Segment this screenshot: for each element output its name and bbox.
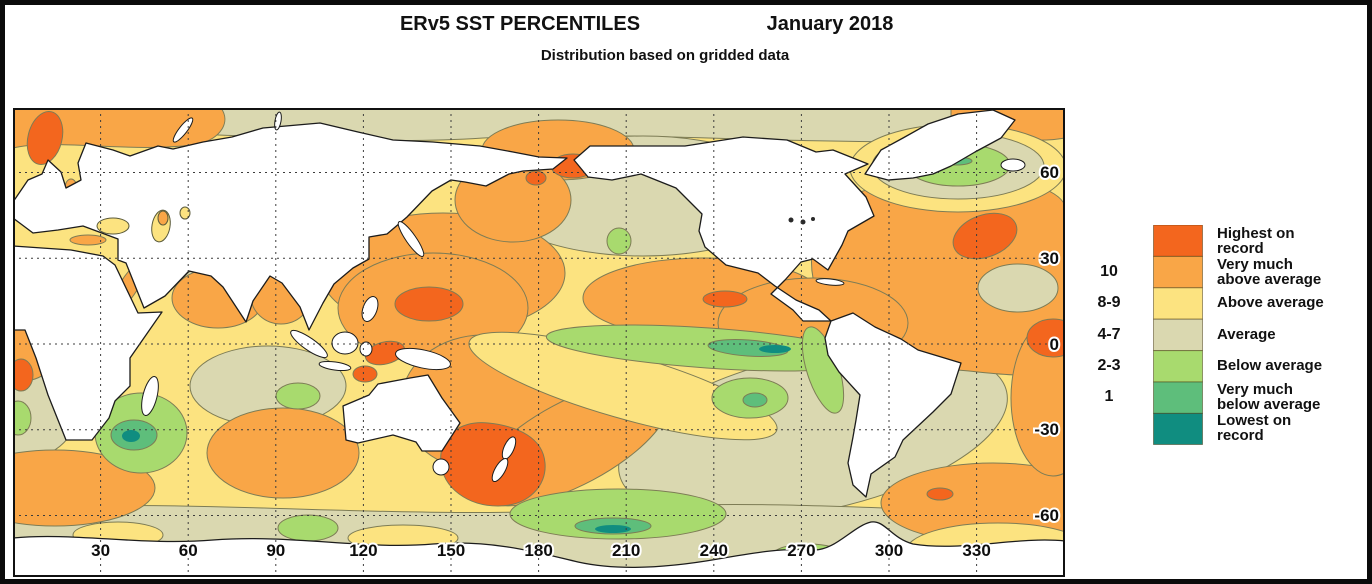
legend-label-very-much-below: Very much below average — [1217, 381, 1321, 413]
world-map-panel: 30 60 90 120 150 180 210 240 270 300 330… — [13, 108, 1065, 577]
africa — [13, 245, 163, 441]
lon-tick: 300 — [875, 541, 903, 560]
date-label: January 2018 — [766, 13, 894, 35]
great-lakes — [788, 217, 794, 223]
swatch-highest-on-record — [1153, 225, 1203, 257]
legend-swatches — [1153, 225, 1203, 445]
caspian-north — [157, 210, 169, 226]
legend-label-average: Average — [1217, 326, 1276, 343]
antarctic-sea-ice — [13, 521, 1065, 577]
new-guinea — [395, 347, 451, 371]
lat-tick: 60 — [1040, 163, 1059, 182]
lon-tick: 330 — [962, 541, 990, 560]
swatch-above-average — [1153, 287, 1203, 320]
land-masses — [13, 109, 1065, 577]
iceland — [1000, 158, 1026, 172]
aral-sea — [179, 206, 191, 220]
lat-tick: -60 — [1034, 506, 1059, 525]
legend-label-very-much-above: Very much above average — [1217, 256, 1322, 288]
legend-bin-1: 1 — [1104, 388, 1114, 405]
lon-tick: 270 — [787, 541, 815, 560]
lon-tick: 120 — [349, 541, 377, 560]
cuba — [815, 278, 845, 286]
swatch-average — [1153, 318, 1203, 352]
lat-tick: -30 — [1034, 420, 1059, 439]
subtitle: Distribution based on gridded data — [540, 47, 790, 64]
legend-bin-8-9: 8-9 — [1097, 294, 1121, 311]
lon-tick: 240 — [700, 541, 728, 560]
highest-on-record-regions — [13, 110, 1065, 507]
latitude-tick-labels: 60 30 0 -30 -60 — [1032, 161, 1061, 527]
tasmania — [432, 458, 450, 476]
swatch-lowest-on-record — [1153, 412, 1203, 445]
borneo — [331, 331, 359, 355]
north-america — [573, 136, 875, 322]
legend-label-above-average: Above average — [1217, 294, 1324, 311]
madagascar — [141, 376, 159, 416]
legend-bin-10: 10 — [1100, 263, 1118, 280]
lat-tick: 30 — [1040, 249, 1059, 268]
lat-tick: 0 — [1050, 335, 1059, 354]
lon-tick: 150 — [437, 541, 465, 560]
great-lakes — [811, 217, 815, 221]
severnaya-zemlya — [274, 111, 282, 131]
novaya-zemlya — [172, 117, 194, 143]
australia — [342, 374, 461, 452]
map-border — [13, 108, 1065, 577]
south-america — [824, 312, 962, 498]
sulawesi — [359, 341, 373, 357]
swatch-below-average — [1153, 350, 1203, 383]
longitude-tick-labels: 30 60 90 120 150 180 210 240 270 300 330 — [89, 539, 993, 562]
greenland — [864, 109, 1016, 181]
legend-label-highest-on-record: Highest on record — [1217, 225, 1295, 257]
swatch-very-much-below-average — [1153, 381, 1203, 414]
lon-tick: 60 — [179, 541, 198, 560]
lon-tick: 210 — [612, 541, 640, 560]
graticule — [13, 108, 1065, 577]
java — [318, 360, 352, 372]
eurasia — [13, 122, 568, 331]
legend-bin-2-3: 2-3 — [1097, 357, 1121, 374]
swatch-very-much-above-average — [1153, 255, 1203, 289]
world-map: 30 60 90 120 150 180 210 240 270 300 330… — [13, 108, 1065, 577]
legend-bin-4-7: 4-7 — [1097, 326, 1121, 343]
legend-label-lowest-on-record: Lowest on record — [1217, 412, 1292, 444]
lon-tick: 180 — [524, 541, 552, 560]
new-zealand-south — [491, 457, 509, 483]
lon-tick: 30 — [91, 541, 110, 560]
legend-label-below-average: Below average — [1217, 357, 1323, 374]
page-title: ERv5 SST PERCENTILES — [399, 13, 641, 35]
lon-tick: 90 — [266, 541, 285, 560]
japan — [397, 221, 425, 257]
black-sea — [96, 217, 130, 235]
